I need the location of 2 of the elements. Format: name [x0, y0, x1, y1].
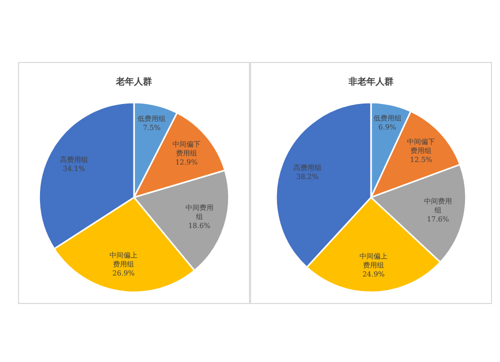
chart-title: 老年人群	[115, 76, 152, 88]
chart-title: 非老年人群	[348, 76, 394, 88]
